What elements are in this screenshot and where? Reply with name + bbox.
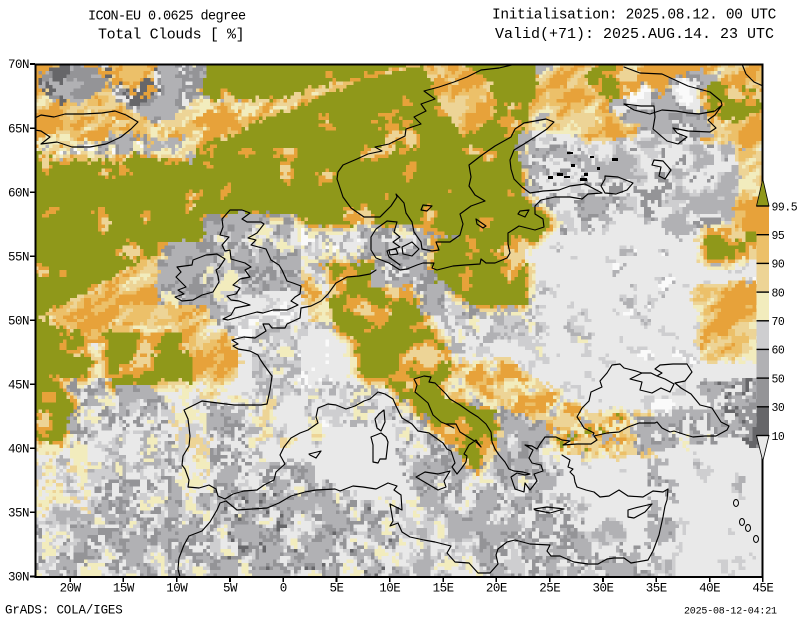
- svg-text:40N: 40N: [8, 443, 29, 457]
- svg-text:20W: 20W: [60, 582, 82, 596]
- svg-text:45N: 45N: [8, 379, 29, 393]
- svg-text:60N: 60N: [8, 186, 29, 200]
- svg-text:70N: 70N: [8, 58, 29, 72]
- svg-text:55N: 55N: [8, 250, 29, 264]
- svg-text:5W: 5W: [223, 582, 238, 596]
- svg-text:50N: 50N: [8, 314, 29, 328]
- svg-text:Total Clouds [ %]: Total Clouds [ %]: [98, 27, 244, 44]
- svg-text:50: 50: [772, 373, 785, 386]
- svg-text:65N: 65N: [8, 122, 29, 136]
- svg-text:10E: 10E: [379, 582, 400, 596]
- svg-text:99.5: 99.5: [772, 201, 798, 214]
- svg-text:2025-08-12-04:21: 2025-08-12-04:21: [684, 607, 777, 618]
- svg-text:30E: 30E: [592, 582, 613, 596]
- svg-text:30N: 30N: [8, 571, 29, 585]
- svg-text:40E: 40E: [699, 582, 720, 596]
- svg-text:80: 80: [772, 287, 785, 300]
- svg-text:35E: 35E: [646, 582, 667, 596]
- svg-text:90: 90: [772, 259, 785, 272]
- svg-text:30: 30: [772, 402, 785, 415]
- svg-text:GrADS: COLA/IGES: GrADS: COLA/IGES: [5, 604, 123, 618]
- svg-text:0: 0: [280, 582, 287, 596]
- svg-text:60: 60: [772, 345, 785, 358]
- svg-text:10: 10: [772, 431, 785, 444]
- svg-text:10W: 10W: [166, 582, 188, 596]
- svg-text:Valid(+71): 2025.AUG.14. 23 UT: Valid(+71): 2025.AUG.14. 23 UTC: [495, 26, 774, 43]
- svg-text:15E: 15E: [433, 582, 454, 596]
- svg-text:5E: 5E: [329, 582, 343, 596]
- svg-text:15W: 15W: [113, 582, 135, 596]
- svg-text:ICON-EU 0.0625 degree: ICON-EU 0.0625 degree: [88, 10, 246, 25]
- svg-text:70: 70: [772, 316, 785, 329]
- svg-text:25E: 25E: [539, 582, 560, 596]
- svg-text:20E: 20E: [486, 582, 507, 596]
- svg-text:35N: 35N: [8, 507, 29, 521]
- svg-text:45E: 45E: [752, 582, 773, 596]
- svg-text:Initialisation: 2025.08.12. 00: Initialisation: 2025.08.12. 00 UTC: [492, 8, 777, 24]
- svg-text:95: 95: [772, 230, 785, 243]
